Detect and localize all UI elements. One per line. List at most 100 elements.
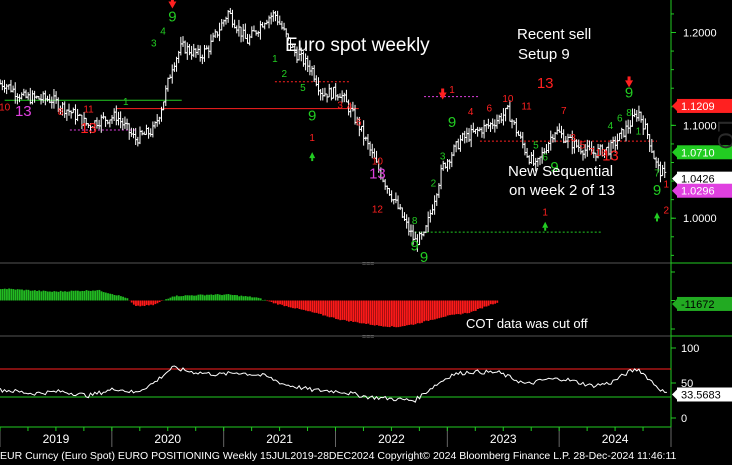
positioning-bar [64, 291, 66, 301]
positioning-bar [94, 290, 97, 301]
panel-divider-1-grip: === [362, 261, 374, 268]
x-axis-tick-label: 2020 [154, 432, 181, 446]
td-count-label: 9 [653, 182, 661, 199]
positioning-bar [190, 295, 193, 301]
positioning-bar [401, 300, 404, 327]
positioning-bar [496, 300, 499, 303]
positioning-bar [6, 289, 8, 301]
td-count-label: 7 [654, 168, 660, 179]
price-axis-tick-label: 1.0000 [683, 213, 717, 225]
positioning-bar [451, 300, 454, 315]
positioning-bar [360, 300, 363, 324]
positioning-bar [23, 290, 26, 301]
sell-arrow-icon [438, 92, 447, 100]
price-level-badge [677, 183, 732, 198]
positioning-bar [199, 294, 202, 301]
positioning-bar [380, 300, 383, 327]
td-count-label: 1 [272, 54, 278, 65]
td-count-label: 10 [502, 94, 514, 105]
positioning-bar [234, 294, 236, 301]
positioning-bar [109, 293, 112, 301]
positioning-bar [40, 291, 43, 301]
positioning-bar [122, 296, 124, 301]
oscillator-axis-tick-label: 50 [681, 378, 693, 390]
positioning-bar [311, 300, 314, 313]
positioning-bar [167, 298, 170, 301]
positioning-bar [218, 294, 221, 301]
positioning-bar [347, 300, 350, 322]
positioning-bar [384, 300, 387, 327]
positioning-bar [89, 290, 92, 301]
positioning-bar [354, 300, 357, 322]
positioning-bar [242, 296, 245, 301]
positioning-bar [249, 296, 251, 301]
td-count-label: 9 [411, 238, 419, 255]
sell-setup-note-line2: Setup 9 [518, 46, 570, 63]
positioning-bar [289, 300, 292, 308]
price-axis-tick-label: 1.1000 [683, 120, 717, 132]
td-count-label: 5 [300, 83, 306, 94]
positioning-bar [457, 300, 460, 315]
positioning-bar [369, 300, 372, 325]
td-count-label: 3 [151, 38, 157, 49]
positioning-bar [455, 300, 458, 315]
positioning-bar [315, 300, 318, 313]
positioning-bar [313, 300, 316, 313]
oscillator-value-badge-pointer [672, 389, 677, 400]
positioning-bar [440, 300, 443, 318]
cot-cutoff-note: COT data was cut off [466, 316, 588, 331]
positioning-bar [444, 300, 447, 317]
positioning-bar [206, 294, 208, 301]
td-count-label: 2 [431, 179, 437, 190]
td-count-label: 8 [58, 107, 64, 118]
positioning-bar [431, 300, 434, 320]
td-count-label: 6 [542, 153, 548, 164]
td-count-label: 4 [468, 107, 474, 118]
positioning-bar [324, 300, 327, 316]
positioning-bar [195, 295, 198, 301]
positioning-bar [330, 300, 333, 318]
positioning-bar [137, 300, 140, 306]
x-axis-tick-label: 2023 [490, 432, 517, 446]
positioning-bar [408, 300, 411, 325]
positioning-bar [77, 290, 79, 301]
price-level-badge-label: 1.0710 [681, 147, 715, 159]
sell-arrow-icon [168, 1, 177, 9]
buy-arrow-stem [656, 218, 659, 222]
price-axis-tick-label: 1.2000 [683, 28, 717, 40]
positioning-bar [395, 300, 398, 328]
positioning-bar [188, 295, 191, 301]
positioning-bar [382, 300, 385, 327]
positioning-bar [18, 289, 21, 301]
td-count-label: 13 [369, 165, 386, 182]
positioning-bar [111, 294, 114, 301]
td-count-label: 4 [347, 102, 353, 113]
positioning-bar [72, 290, 75, 301]
positioning-bar [104, 292, 107, 301]
oscillator-value-badge [677, 387, 732, 402]
positioning-bar [304, 300, 307, 311]
positioning-bar [193, 295, 195, 301]
td-count-label: 1 [664, 180, 670, 191]
td-count-label: 9 [308, 108, 316, 125]
sequential-note-line2: on week 2 of 13 [509, 182, 615, 199]
positioning-bar [0, 289, 2, 301]
positioning-bar [412, 300, 415, 325]
positioning-bar [216, 294, 219, 301]
positioning-bar [33, 290, 36, 301]
buy-arrow-icon [309, 152, 316, 159]
positioning-bar [3, 288, 6, 301]
x-axis-tick-label: 2019 [43, 432, 70, 446]
positioning-bar [197, 294, 200, 301]
positioning-bar [274, 300, 277, 304]
positioning-bar [44, 290, 47, 301]
oscillator-line [0, 365, 667, 403]
positioning-bar [266, 300, 269, 302]
positioning-bar [393, 300, 395, 327]
positioning-bar [406, 300, 408, 326]
positioning-bar [300, 300, 303, 310]
td-count-label: 1 [309, 133, 315, 144]
td-count-label: 1 [449, 85, 455, 96]
oscillator-value-label: 33.5683 [681, 390, 721, 402]
oscillator-axis-tick-label: 0 [681, 413, 687, 425]
